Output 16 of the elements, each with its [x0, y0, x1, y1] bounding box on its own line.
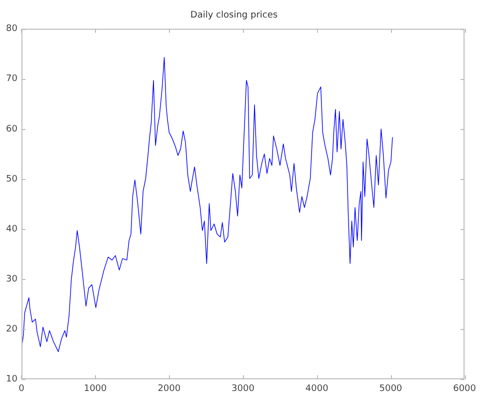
- y-tick-label: 40: [6, 224, 18, 234]
- x-tick-label: 3000: [232, 384, 255, 394]
- y-tick-label: 30: [6, 274, 18, 284]
- x-tick-label: 6000: [453, 384, 476, 394]
- chart-title: Daily closing prices: [190, 10, 278, 21]
- y-tick-label: 20: [6, 324, 18, 334]
- x-tick-label: 0: [18, 384, 25, 394]
- y-tick-label: 60: [6, 124, 18, 134]
- y-tick-label: 10: [6, 374, 18, 385]
- x-tick-label: 5000: [379, 384, 402, 394]
- y-tick-label: 70: [6, 74, 18, 84]
- y-tick-label: 50: [6, 174, 18, 184]
- x-tick-label: 4000: [305, 384, 329, 394]
- x-tick-label: 2000: [158, 384, 181, 394]
- y-tick-label: 80: [6, 24, 18, 34]
- x-tick-label: 1000: [84, 384, 108, 394]
